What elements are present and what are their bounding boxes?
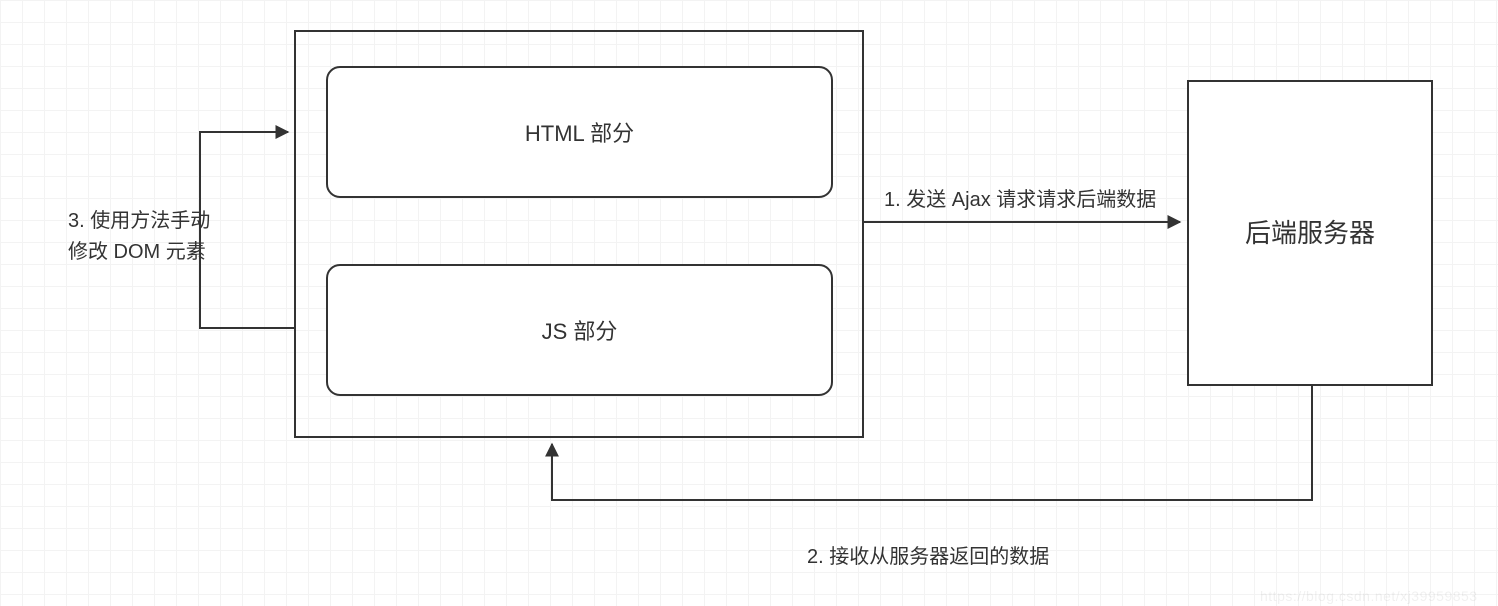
html-part-label: HTML 部分 — [525, 116, 634, 148]
html-part-box: HTML 部分 — [326, 66, 833, 198]
server-box: 后端服务器 — [1187, 80, 1433, 386]
js-part-box: JS 部分 — [326, 264, 833, 396]
watermark-text: https://blog.csdn.net/xj39959853 — [1260, 588, 1478, 604]
js-part-label: JS 部分 — [542, 314, 618, 346]
edge-label-ajax-request: 1. 发送 Ajax 请求请求后端数据 — [884, 183, 1156, 212]
server-label: 后端服务器 — [1245, 215, 1375, 251]
edge-label-receive-data: 2. 接收从服务器返回的数据 — [807, 540, 1049, 569]
edge-label-modify-dom: 3. 使用方法手动 修改 DOM 元素 — [68, 206, 210, 268]
edge-modify_dom — [200, 132, 294, 328]
